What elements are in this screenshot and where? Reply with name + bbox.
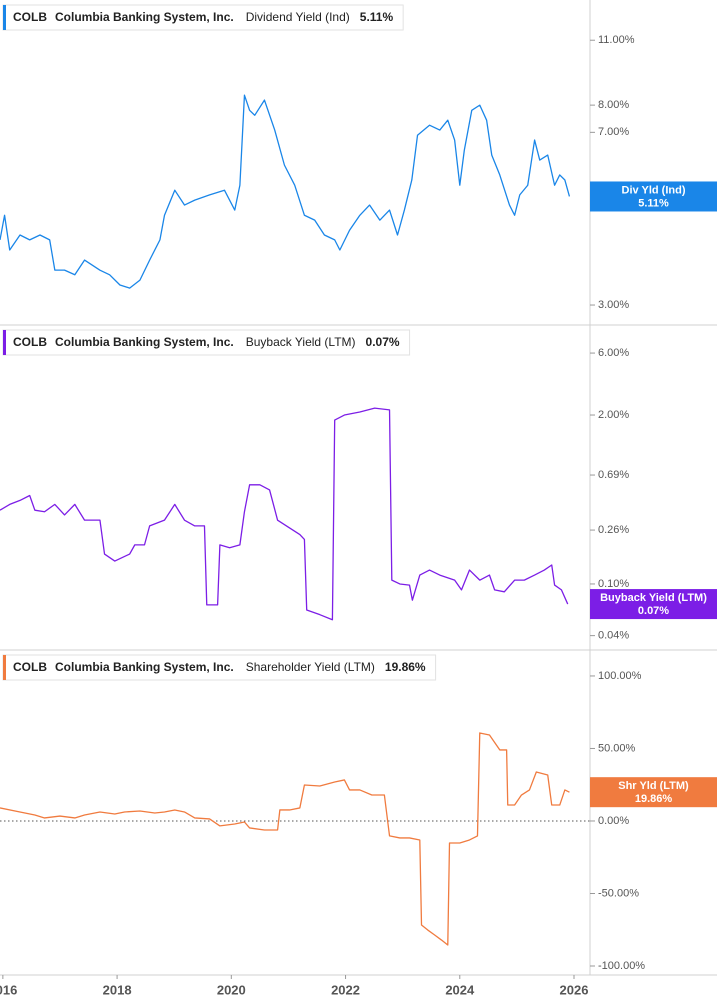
x-tick-label: 2018 [103,982,132,997]
legend-company: Columbia Banking System, Inc. [55,660,234,674]
y-tick-label: 6.00% [598,347,629,359]
y-tick-label: -50.00% [598,887,639,899]
series-line [0,94,571,289]
legend-ticker: COLB [13,660,47,674]
legend-swatch [3,655,6,680]
value-tag [590,777,717,808]
series-line [0,732,570,946]
legend-series: Dividend Yield (Ind) [246,10,350,24]
legend-header: COLB Columbia Banking System, Inc. Buyback… [2,329,411,356]
y-tick-label: 0.00% [598,815,629,827]
legend-company: Columbia Banking System, Inc. [55,10,234,24]
y-tick-label: 7.00% [598,126,629,138]
legend-ticker: COLB [13,10,47,24]
x-tick-label: 2020 [217,982,246,997]
value-tag-name: Shr Yld (LTM) [618,780,689,792]
y-tick-label: -100.00% [598,960,645,972]
legend-box [2,4,404,31]
value-tag-name: Buyback Yield (LTM) [600,592,707,604]
value-tag [590,181,717,212]
y-tick-label: 8.00% [598,99,629,111]
value-tag-name: Div Yld (Ind) [622,184,686,196]
value-tag [590,589,717,620]
legend-value: 0.07% [366,335,400,349]
legend-ticker: COLB [13,335,47,349]
y-tick-label: 3.00% [598,299,629,311]
y-tick-label: 2.00% [598,409,629,421]
y-tick-label: 0.10% [598,578,629,590]
value-tag-value: 19.86% [635,793,673,805]
y-tick-label: 0.04% [598,630,629,642]
value-tag-value: 5.11% [638,197,669,209]
legend-value: 5.11% [360,10,394,24]
x-tick-label: 2016 [0,982,17,997]
legend-swatch [3,5,6,30]
y-tick-label: 100.00% [598,670,642,682]
legend-company: Columbia Banking System, Inc. [55,335,234,349]
y-tick-label: 50.00% [598,742,636,754]
x-tick-label: 2026 [560,982,589,997]
y-tick-label: 0.26% [598,524,629,536]
series-line [0,407,569,621]
legend-series: Shareholder Yield (LTM) [246,660,375,674]
legend-value: 19.86% [385,660,426,674]
x-tick-label: 2024 [445,982,475,997]
value-tag-value: 0.07% [638,605,669,617]
y-tick-label: 11.00% [598,34,635,46]
legend-series: Buyback Yield (LTM) [246,335,356,349]
y-tick-label: 0.69% [598,469,629,481]
legend-header: COLB Columbia Banking System, Inc. Shareho… [2,654,437,681]
legend-swatch [3,330,6,355]
legend-header: COLB Columbia Banking System, Inc. Dividen… [2,4,404,31]
x-tick-label: 2022 [331,982,360,997]
legend-box [2,654,437,681]
